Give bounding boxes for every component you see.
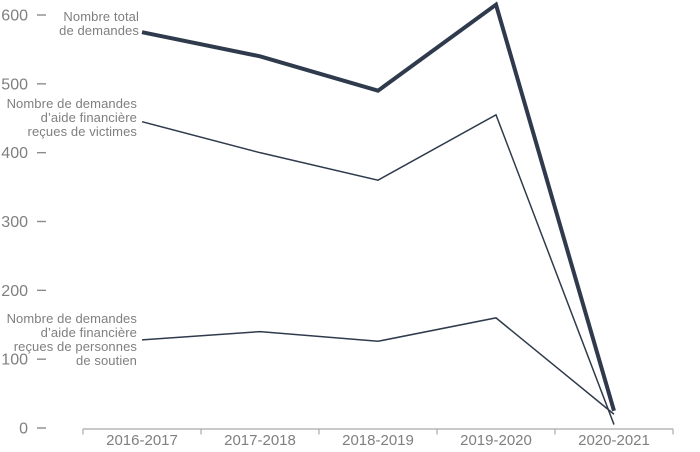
series-label-victimes: Nombre de demandes d’aide financière reç… xyxy=(6,96,137,139)
series-label-total: Nombre total de demandes xyxy=(59,9,139,38)
series-line-1 xyxy=(141,113,615,425)
x-tick-label: 2017-2018 xyxy=(224,432,296,449)
y-tick-label: 200 xyxy=(1,283,28,300)
y-tick-label: 500 xyxy=(1,76,28,93)
y-tick-label: 100 xyxy=(1,352,28,369)
y-tick-label: 0 xyxy=(19,421,28,438)
y-tick-label: 400 xyxy=(1,145,28,162)
series-line-0 xyxy=(141,1,616,412)
y-tick-label: 300 xyxy=(1,214,28,231)
series-line-2 xyxy=(141,317,615,415)
x-tick-label: 2020-2021 xyxy=(578,432,650,449)
x-tick-label: 2019-2020 xyxy=(460,432,532,449)
x-tick-label: 2018-2019 xyxy=(342,432,414,449)
x-tick-label: 2016-2017 xyxy=(106,432,178,449)
series-label-soutien: Nombre de demandes d’aide financière reç… xyxy=(6,311,137,368)
y-tick-label: 600 xyxy=(1,8,28,25)
